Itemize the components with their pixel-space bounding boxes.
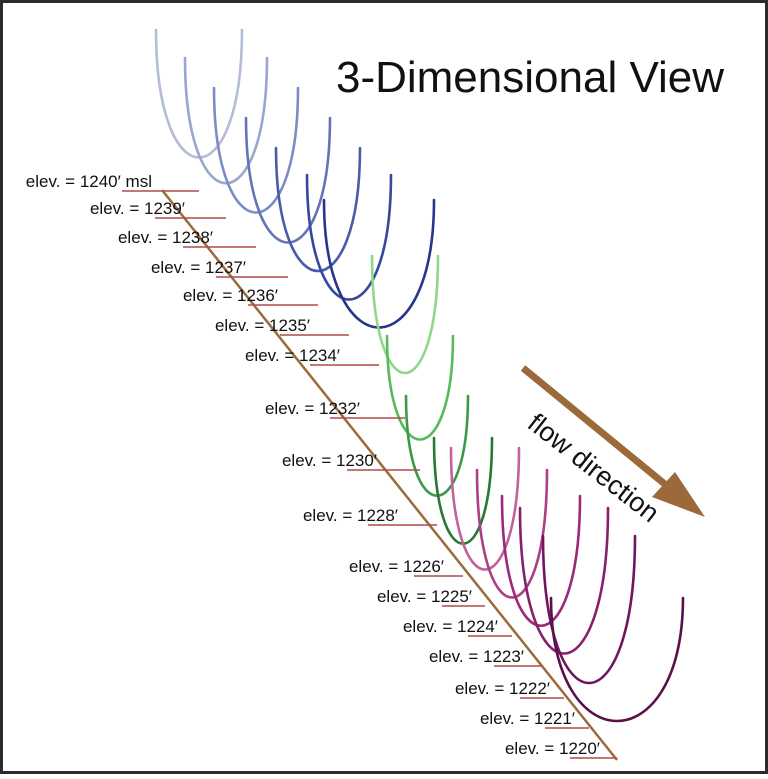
elevation-label: elev. = 1221′ [480, 709, 575, 728]
cross-section-curve [244, 116, 332, 244]
elevation-label: elev. = 1234′ [245, 346, 340, 365]
elevation-label: elev. = 1237′ [151, 258, 246, 277]
cross-section-curve [370, 254, 440, 375]
elevation-label: elev. = 1222′ [455, 679, 550, 698]
cross-section-curve [475, 468, 549, 599]
elevation-label: elev. = 1236′ [183, 286, 278, 305]
elevation-label: elev. = 1238′ [118, 228, 213, 247]
elevation-labels: elev. = 1240′ msl elev. = 1239′ elev. = 12… [26, 172, 617, 759]
cross-section-curve [212, 86, 300, 214]
elevation-label: elev. = 1225′ [377, 587, 472, 606]
elevation-label: elev. = 1230′ [282, 451, 377, 470]
cross-section-curve [305, 173, 393, 301]
elevation-label: elev. = 1235′ [215, 316, 310, 335]
channel-thalweg-line [161, 189, 618, 761]
cross-section-curve [549, 596, 685, 723]
elevation-label: elev. = 1228′ [303, 506, 398, 525]
cross-section-curve [518, 506, 610, 655]
flow-arrow-shaft [520, 365, 675, 493]
elevation-label: elev. = 1224′ [403, 617, 498, 636]
cross-section-curve [274, 146, 362, 273]
flow-arrow-head [652, 472, 705, 517]
cross-section-curves [154, 28, 685, 723]
elevation-label: elev. = 1232′ [265, 399, 360, 418]
elevation-label: elev. = 1240′ msl [26, 172, 152, 191]
flow-direction-arrow [520, 365, 705, 517]
cross-section-curve [541, 534, 637, 685]
diagram-title: 3-Dimensional View [336, 53, 724, 102]
cross-section-curve [449, 446, 521, 571]
elevation-label: elev. = 1239′ [90, 199, 185, 218]
cross-section-curve [385, 334, 455, 441]
cross-section-curve [183, 56, 269, 185]
elevation-label: elev. = 1226′ [349, 557, 444, 576]
elevation-label: elev. = 1220′ [505, 739, 600, 758]
elevation-label: elev. = 1223′ [429, 647, 524, 666]
cross-section-curve [500, 494, 582, 627]
